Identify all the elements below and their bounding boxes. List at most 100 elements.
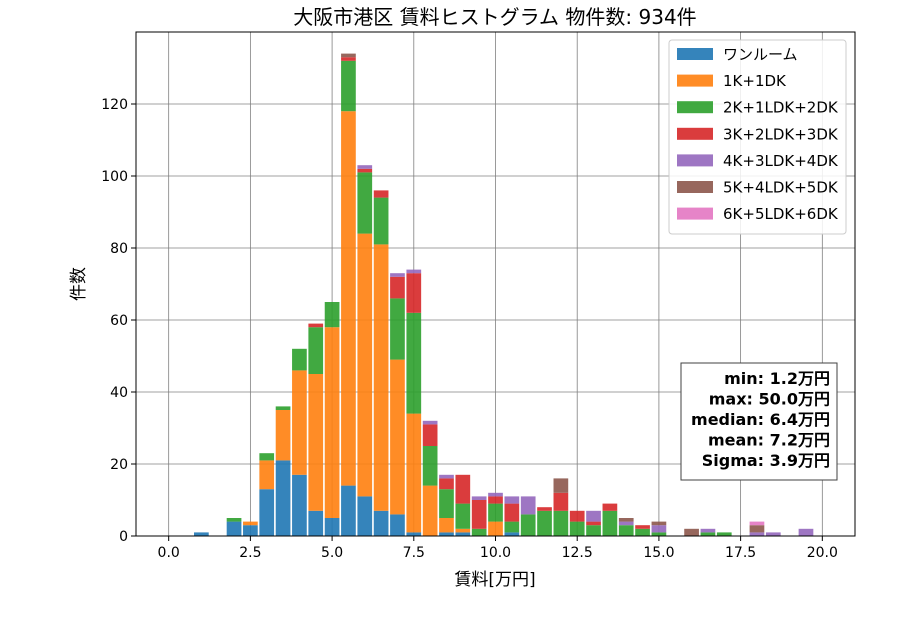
bar-segment (569, 521, 585, 536)
stats-line: median: 6.4万円 (691, 410, 830, 429)
legend-entry: 5K+4LDK+5DK (723, 179, 839, 197)
y-axis-ticks: 0 20 40 60 80 100 120 (101, 97, 136, 545)
bar-segment (406, 312, 422, 414)
bar-segment (586, 510, 601, 522)
y-tick-label: 100 (101, 169, 128, 185)
bar-segment (488, 492, 503, 497)
bar-segment (292, 348, 307, 371)
bar-segment (226, 521, 242, 536)
bar-segment (635, 528, 650, 536)
bar-segment (275, 410, 291, 461)
bar-segment (537, 510, 552, 536)
bar-segment (259, 460, 275, 490)
bar-segment (243, 525, 258, 536)
bar-segment (602, 503, 618, 511)
bar-segment (618, 518, 634, 522)
bar-segment (373, 510, 389, 536)
x-tick-label: 0.0 (158, 545, 180, 561)
bar-segment (749, 525, 765, 533)
x-axis-ticks: 0.0 2.5 5.0 7.5 10.0 12.5 15.0 17.5 20.0 (158, 536, 838, 561)
bar-segment (439, 489, 454, 518)
bar-segment (390, 359, 405, 515)
bar-segment (439, 474, 454, 479)
stats-line: max: 50.0万円 (709, 390, 830, 409)
y-tick-label: 80 (110, 241, 128, 257)
bar-segment (357, 168, 373, 173)
legend-box (668, 39, 847, 235)
bar-segment (651, 521, 667, 526)
x-tick-label: 17.5 (725, 545, 756, 561)
bar-segment (684, 528, 699, 536)
bar-segment (504, 496, 520, 504)
grid (136, 32, 855, 537)
legend-entry: 6K+5LDK+6DK (723, 205, 839, 223)
bar-segment (586, 521, 601, 526)
legend-entry: ワンルーム (723, 46, 798, 64)
bar-segment (471, 496, 487, 500)
bar-segment (275, 460, 291, 536)
legend-swatch (677, 127, 713, 140)
stats-line: Sigma: 3.9万円 (702, 451, 830, 470)
legend-entry: 1K+1DK (723, 72, 787, 90)
y-tick-label: 40 (110, 385, 128, 401)
legend-swatch (677, 181, 713, 193)
bar-segment (226, 518, 242, 522)
bar-segment (373, 244, 389, 511)
bar-segment (504, 503, 520, 522)
x-tick-label: 12.5 (562, 545, 593, 561)
bar-segment (373, 190, 389, 198)
bar-segment (357, 233, 373, 497)
bar-segment (455, 532, 471, 536)
bar-segment (406, 273, 422, 313)
bar-segment (488, 496, 503, 504)
bar-segment (651, 532, 667, 536)
bar-segment (471, 528, 487, 536)
bar-segment (455, 503, 471, 529)
bar-segment (455, 528, 471, 533)
y-tick-label: 20 (110, 457, 128, 473)
bar-segment (341, 111, 356, 486)
bar-segment (390, 273, 405, 277)
bar-segment (602, 510, 618, 536)
bar-segment (406, 532, 422, 536)
bar-segment (292, 370, 307, 475)
x-tick-label: 10.0 (480, 545, 511, 561)
legend-entry: 2K+1LDK+2DK (723, 99, 839, 117)
bar-segment (357, 165, 373, 169)
legend-swatch (677, 101, 713, 114)
x-tick-label: 15.0 (643, 545, 674, 561)
bar-segment (520, 514, 536, 536)
bar-segment (341, 53, 356, 58)
bar-segment (455, 474, 471, 504)
legend-swatch (677, 154, 713, 167)
bar-segment (324, 302, 340, 328)
bar-segment (471, 500, 487, 529)
bar-segment (569, 510, 585, 522)
legend-swatch (677, 74, 713, 87)
legend-swatch (677, 48, 713, 60)
stats-line: min: 1.2万円 (724, 369, 830, 388)
y-tick-label: 120 (101, 97, 128, 113)
bar-segment (537, 507, 552, 511)
bar-segment (259, 453, 275, 461)
bar-segment (422, 424, 438, 446)
x-tick-label: 20.0 (807, 545, 838, 561)
bar-segment (553, 478, 569, 493)
bar-segment (422, 485, 438, 536)
bar-segment (749, 521, 765, 526)
x-tick-label: 7.5 (403, 545, 425, 561)
bar-segment (292, 474, 307, 536)
bar-segment (553, 492, 569, 511)
bar-segment (439, 478, 454, 490)
bar-segment (243, 521, 258, 526)
stats-box-frame (680, 362, 838, 481)
bar-segment (259, 489, 275, 536)
bar-segment (422, 446, 438, 486)
y-tick-label: 0 (119, 529, 128, 545)
bar-segment (618, 525, 634, 536)
bar-segment (275, 406, 291, 410)
legend-entry: 4K+3LDK+4DK (723, 152, 839, 170)
y-axis-label: 件数 (69, 267, 89, 301)
